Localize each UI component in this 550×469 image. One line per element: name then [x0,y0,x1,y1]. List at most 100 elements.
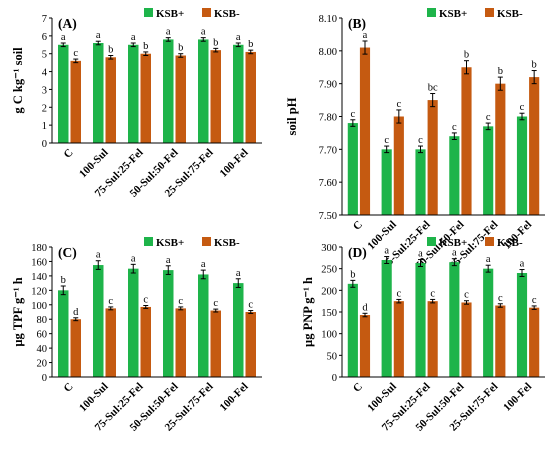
bar-ksb-minus-0 [70,319,81,377]
x-tick-label: 100-Fel [218,381,251,414]
bar-ksb-plus-4 [198,274,209,377]
bar-ksb-minus-1 [393,301,404,377]
significance-letter: c [178,296,183,307]
y-tick-label: 20 [37,359,48,370]
x-tick-label: C [62,381,76,395]
x-tick-label: 100-Fel [218,147,251,180]
significance-letter: d [362,302,368,313]
significance-letter: c [520,102,525,113]
y-tick-label: 80 [37,315,48,326]
bar-ksb-plus-2 [415,149,426,215]
significance-letter: a [520,259,525,270]
significance-letter: c [532,295,537,306]
significance-letter: a [201,27,206,38]
significance-letter: d [73,307,79,318]
bar-ksb-plus-3 [163,39,174,143]
chart-panel-4: 0 50 100 150 200 250 300 µg PNP g⁻¹ h b d Ca c 100-S… [301,237,545,434]
x-tick-label: 100-Sul [77,147,111,181]
y-tick-label: 40 [37,344,48,355]
bar-ksb-plus-5 [516,116,528,215]
significance-letter: b [213,37,218,48]
bar-ksb-plus-0 [347,123,358,215]
y-tick-label: 2 [42,103,47,114]
x-tick-label: C [62,147,76,161]
y-tick-label: 140 [31,272,47,283]
bar-ksb-plus-2 [128,44,139,143]
significance-letter: a [166,27,171,38]
bar-ksb-minus-1 [105,308,116,377]
bar-ksb-minus-4 [210,310,221,377]
legend-label: KSB+ [439,237,467,249]
legend-swatch [427,8,436,17]
y-tick-label: 0 [332,373,337,384]
y-tick-label: 180 [31,243,47,254]
legend-swatch [144,8,153,17]
y-tick-label: 7.50 [319,211,337,222]
significance-letter: c [73,48,78,59]
significance-letter: c [418,135,423,146]
bar-ksb-minus-4 [495,83,506,216]
significance-letter: b [532,60,537,71]
bar-ksb-plus-1 [381,260,392,377]
significance-letter: a [486,254,491,265]
significance-letter: c [384,135,389,146]
significance-letter: a [201,259,206,270]
bar-ksb-plus-4 [483,126,494,215]
significance-letter: a [452,248,457,259]
significance-letter: a [384,246,389,257]
significance-letter: a [236,268,241,279]
bar-ksb-plus-3 [449,136,460,215]
legend-swatch [202,237,211,246]
bar-ksb-minus-4 [495,305,506,377]
significance-letter: c [464,290,469,301]
x-tick-label: 100-Sul [77,381,111,415]
significance-letter: c [248,300,253,311]
legend-swatch [485,237,494,246]
significance-letter: a [96,250,101,261]
legend-label: KSB- [214,237,240,249]
y-tick-label: 120 [31,286,47,297]
significance-letter: b [350,269,355,280]
significance-letter: b [464,50,469,61]
significance-letter: c [351,109,356,120]
bar-ksb-plus-5 [233,44,244,143]
bar-ksb-minus-1 [393,116,404,215]
significance-letter: b [108,45,113,56]
bar-ksb-minus-0 [359,47,371,215]
bar-ksb-plus-5 [516,273,528,377]
bar-ksb-minus-3 [175,55,186,143]
bar-ksb-minus-2 [427,301,438,377]
bar-ksb-plus-4 [483,268,494,377]
bar-ksb-plus-1 [93,43,104,143]
bar-ksb-plus-0 [58,44,69,143]
bar-ksb-minus-5 [529,77,540,215]
bar-ksb-minus-2 [140,53,151,143]
x-tick-label: 100-Sul [365,219,399,253]
significance-letter: b [143,41,148,52]
significance-letter: b [498,66,503,77]
bar-ksb-minus-3 [461,67,472,215]
bar-ksb-minus-0 [70,60,81,143]
legend-label: KSB+ [156,237,184,249]
y-tick-label: 5 [42,50,47,61]
y-tick-label: 250 [321,265,337,276]
bar-ksb-minus-0 [359,315,371,377]
y-axis-title: µg PNP g⁻¹ h [301,277,315,347]
x-tick-label: C [351,219,365,233]
bar-ksb-minus-5 [529,307,540,377]
legend-label: KSB+ [439,8,467,20]
legend: KSB+ KSB- [427,237,523,249]
y-tick-label: 7.70 [319,145,337,156]
y-tick-label: 160 [31,257,47,268]
legend-label: KSB- [214,8,240,20]
panel-label: (D) [348,245,367,260]
significance-letter: b [178,43,183,54]
bar-ksb-minus-2 [427,100,438,215]
y-tick-label: 50 [327,351,338,362]
bar-ksb-minus-2 [140,306,151,377]
significance-letter: bc [428,83,438,94]
significance-letter: c [498,293,503,304]
y-tick-label: 200 [321,286,337,297]
y-tick-label: 6 [42,32,47,43]
legend-swatch [485,8,494,17]
